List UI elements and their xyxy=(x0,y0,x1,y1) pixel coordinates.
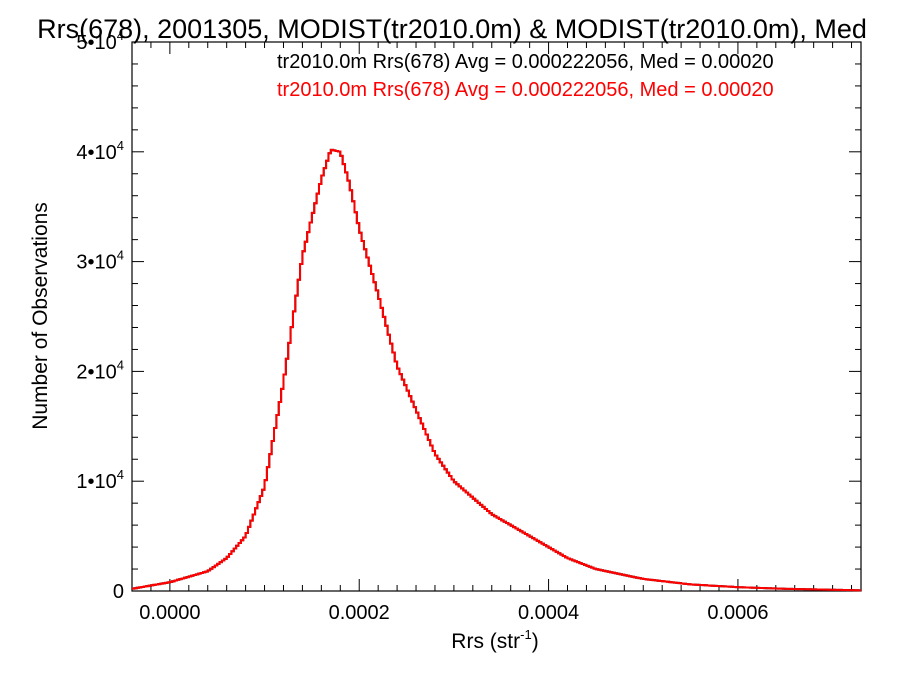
y-tick-label: 1•104 xyxy=(76,467,124,493)
plot-frame xyxy=(131,41,862,592)
y-tick-label: 5•104 xyxy=(76,28,124,54)
legend-stats-red: tr2010.0m Rrs(678) Avg = 0.000222056, Me… xyxy=(277,79,774,101)
series-layer xyxy=(132,148,861,592)
y-tick-label: 2•104 xyxy=(76,357,124,383)
y-tick-label: 0 xyxy=(113,581,124,603)
x-tick-label: 0.0002 xyxy=(329,602,390,624)
x-axis-label-sup: -1 xyxy=(520,627,532,642)
series-red-line xyxy=(132,148,861,592)
x-axis-label: Rrs (str-1) xyxy=(451,627,538,653)
x-axis-label-main: Rrs (str xyxy=(451,630,520,653)
chart-title: Rrs(678), 2001305, MODIST(tr2010.0m) & M… xyxy=(37,14,867,44)
x-tick-label: 0.0000 xyxy=(139,602,200,624)
x-axis-ticks: 0.0000 0.0002 0.0004 0.0006 xyxy=(131,42,853,624)
x-tick-label: 0.0004 xyxy=(518,602,579,624)
y-axis-ticks: 0 1•104 2•104 3•104 4•104 5•104 xyxy=(76,28,861,603)
y-axis-label: Number of Observations xyxy=(29,202,52,430)
legend-stats-black: tr2010.0m Rrs(678) Avg = 0.000222056, Me… xyxy=(277,51,774,73)
series-black-line xyxy=(132,148,861,592)
y-tick-label: 4•104 xyxy=(76,138,124,164)
y-tick-label: 3•104 xyxy=(76,248,124,274)
x-tick-label: 0.0006 xyxy=(707,602,768,624)
x-axis-label-close: ) xyxy=(532,630,539,653)
